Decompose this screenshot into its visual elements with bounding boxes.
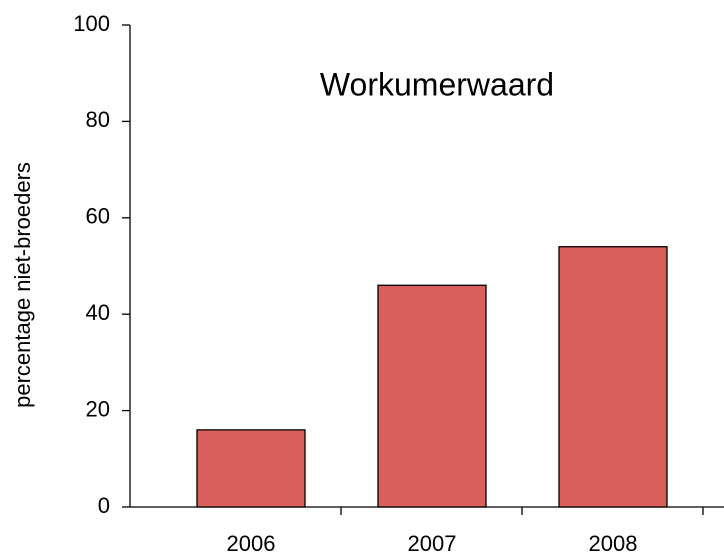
y-axis-label: percentage niet-broeders [10,162,35,408]
x-tick-label: 2007 [408,531,457,556]
bar [558,246,668,508]
bar [196,429,306,508]
y-tick-label: 100 [73,11,110,36]
y-tick-label: 0 [98,493,110,518]
x-tick-label: 2006 [227,531,276,556]
chart-title: Workumerwaard [320,66,554,102]
y-tick-label: 80 [86,107,110,132]
y-tick-label: 20 [86,396,110,421]
x-tick-label: 2008 [589,531,638,556]
y-tick-label: 60 [86,204,110,229]
y-tick-label: 40 [86,300,110,325]
bar [377,284,487,508]
